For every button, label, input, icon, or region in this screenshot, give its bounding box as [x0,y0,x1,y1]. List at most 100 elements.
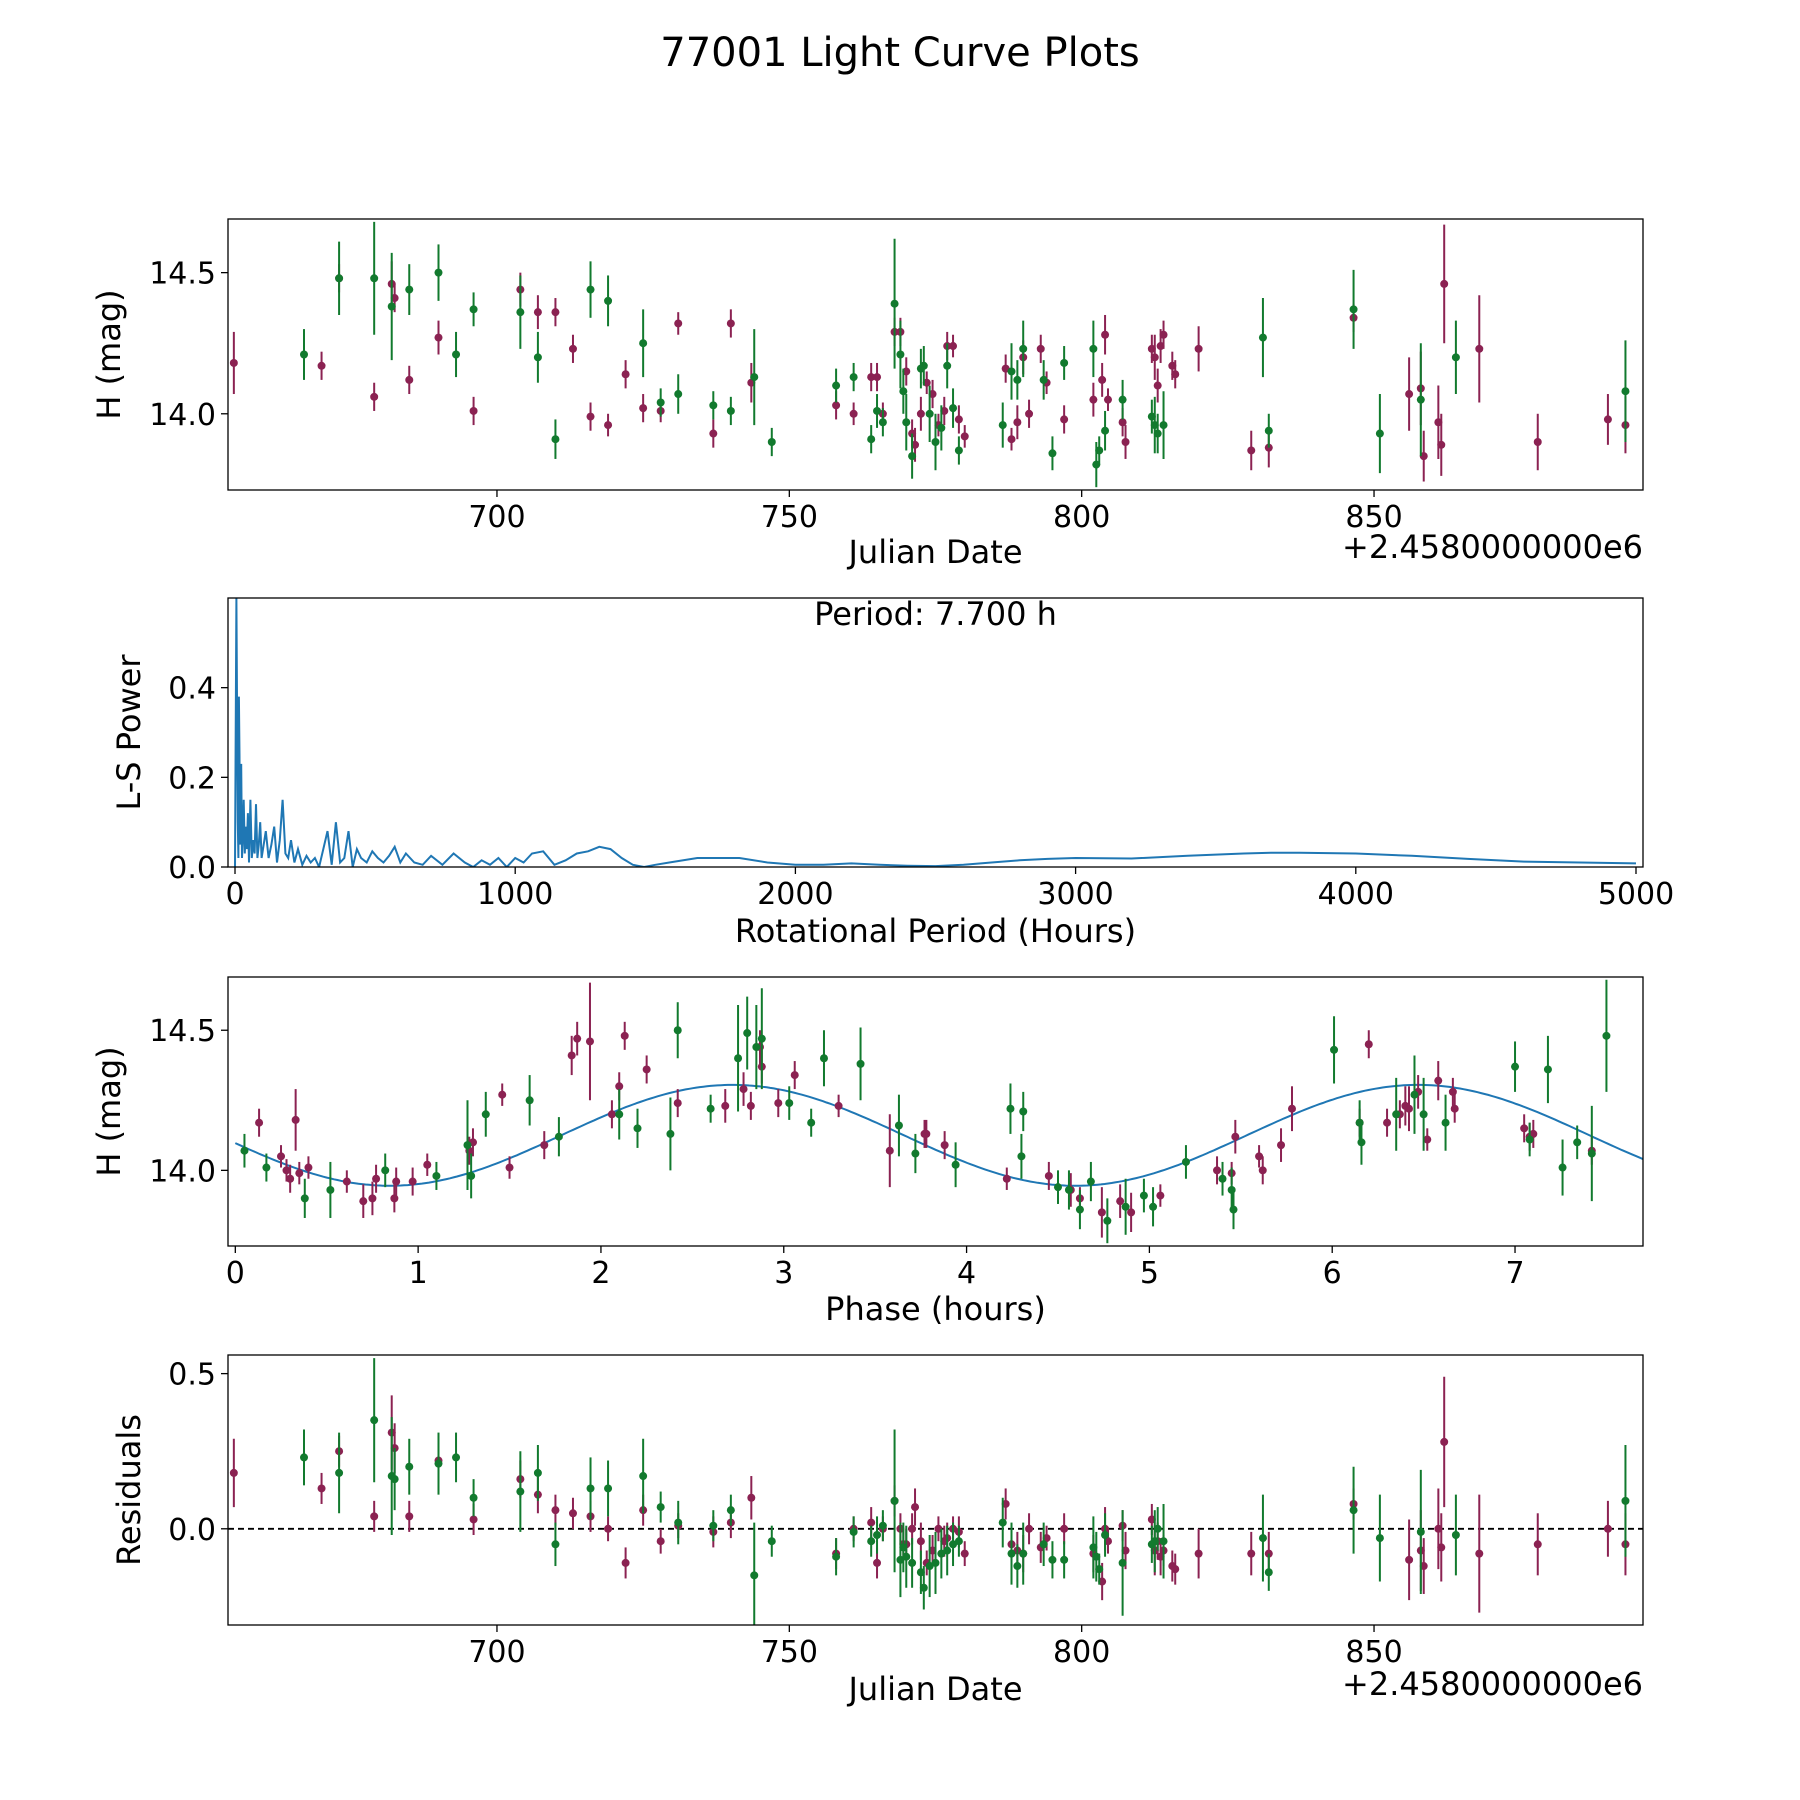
data-point [916,1537,925,1546]
data-point [1086,1177,1095,1186]
data-point [1019,1107,1028,1116]
data-point [317,361,326,370]
data-point [908,452,917,461]
data-point [674,1518,683,1527]
data-point [1060,1524,1069,1533]
lightcurve-plot-area [229,221,1630,488]
data-point [1181,1157,1190,1166]
data-point [937,1549,946,1558]
data-point [300,1453,309,1462]
data-point [1019,1549,1028,1558]
data-point [1448,1087,1457,1096]
y-tick-label: 0.0 [168,1513,216,1548]
data-point [902,1552,911,1561]
data-point [739,1085,748,1094]
data-point [1404,1104,1413,1113]
data-point [873,1558,882,1567]
data-point [673,1099,682,1108]
data-point [1097,1208,1106,1217]
data-point [1419,1110,1428,1119]
data-point [1153,429,1162,438]
data-point [1349,1506,1358,1515]
model-fit-curve [234,1083,1643,1187]
data-point [1255,1152,1264,1161]
data-point [282,1166,291,1175]
data-point [1095,446,1104,455]
power-spectrum-line [234,598,1637,867]
x-tick-label: 0 [225,877,244,912]
data-point [467,1171,476,1180]
data-point [674,390,683,399]
data-point [255,1118,264,1127]
data-point [1247,446,1256,455]
data-point [747,1493,756,1502]
data-point [656,1503,665,1512]
data-point [922,1129,931,1138]
data-point [873,406,882,415]
data-point [370,392,379,401]
residuals-frame [227,1354,1644,1626]
data-point [639,1472,648,1481]
data-point [878,418,887,427]
x-tick-label: 750 [761,1635,818,1670]
data-point [300,350,309,359]
data-point [908,1524,917,1533]
data-point [1089,395,1098,404]
data-point [1025,409,1034,418]
data-point [832,1552,841,1561]
data-point [726,1506,735,1515]
data-point [1229,1205,1238,1214]
x-tick-label: 0 [226,1256,245,1291]
data-point [286,1174,295,1183]
data-point [481,1110,490,1119]
data-point [390,1194,399,1203]
data-point [1525,1135,1534,1144]
data-point [1441,1118,1450,1127]
data-point [1258,1534,1267,1543]
data-point [767,1537,776,1546]
data-point [1440,1437,1449,1446]
data-point [656,398,665,407]
data-point [834,1101,843,1110]
data-point [516,1487,525,1496]
data-point [1017,1152,1026,1161]
data-point [1437,1543,1446,1552]
data-point [1277,1141,1286,1150]
data-point [902,418,911,427]
data-point [434,268,443,277]
data-point [639,339,648,348]
figure-title: 77001 Light Curve Plots [660,30,1139,76]
data-point [452,1453,461,1462]
data-point [894,1121,903,1130]
data-point [1423,1135,1432,1144]
data-point [954,415,963,424]
x-tick-label: 2000 [757,877,833,912]
data-point [463,1141,472,1150]
data-point [916,409,925,418]
data-point [607,1110,616,1119]
data-point [1194,344,1203,353]
data-point [554,1132,563,1141]
data-point [832,381,841,390]
lightcurve-frame [227,218,1644,491]
data-point [1139,1191,1148,1200]
data-point [434,1459,443,1468]
data-point [726,319,735,328]
data-point [516,308,525,317]
data-point [1002,1174,1011,1183]
data-point [1287,1104,1296,1113]
data-point [1602,1031,1611,1040]
x-tick-label: 1 [409,1256,428,1291]
data-point [750,373,759,382]
data-point [1405,1555,1414,1564]
data-point [317,1484,326,1493]
data-point [335,1468,344,1477]
data-point [1573,1138,1582,1147]
data-point [620,1031,629,1040]
data-point [1330,1045,1339,1054]
phased-plot-area [234,979,1643,1244]
lightcurve-panel: 700 750 800 850 14.0 14.5 Julian Date H (mag) +2… [90,218,1644,571]
data-point [573,1034,582,1043]
data-point [1118,395,1127,404]
data-point [1039,1540,1048,1549]
